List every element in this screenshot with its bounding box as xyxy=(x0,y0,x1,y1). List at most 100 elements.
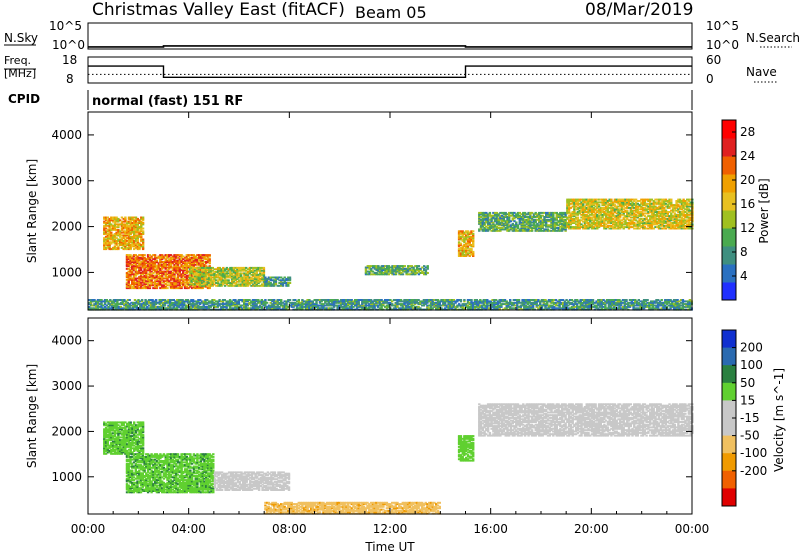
power-cell xyxy=(175,269,178,272)
power-cell xyxy=(196,259,199,262)
power-cell xyxy=(141,259,144,262)
power-cell xyxy=(139,254,143,257)
power-cell xyxy=(223,279,227,282)
power-cell xyxy=(364,272,368,274)
power-cell xyxy=(206,279,209,282)
power-cell xyxy=(502,225,506,228)
power-cell xyxy=(486,218,490,221)
power-cell xyxy=(173,266,176,269)
power-cell xyxy=(143,269,146,272)
power-cell xyxy=(393,270,396,273)
power-cell xyxy=(511,228,514,231)
power-cell xyxy=(103,228,106,231)
power-cell xyxy=(426,267,429,270)
power-cell xyxy=(529,211,532,214)
power-cell xyxy=(175,265,178,268)
power-cell xyxy=(400,273,403,276)
power-cell xyxy=(169,259,173,262)
power-cell xyxy=(161,284,164,287)
power-cell xyxy=(273,280,276,283)
power-cell xyxy=(108,242,111,245)
power-cell xyxy=(243,273,246,276)
power-cell xyxy=(213,277,216,280)
power-cell xyxy=(171,284,174,287)
power-cell xyxy=(386,272,389,274)
power-cell xyxy=(171,258,174,261)
power-cell xyxy=(138,256,141,259)
power-cell xyxy=(161,276,164,279)
power-cell xyxy=(131,278,134,281)
power-cell xyxy=(140,235,143,238)
power-cell xyxy=(527,211,530,214)
power-cell xyxy=(185,285,188,288)
power-cell xyxy=(136,227,139,230)
power-cell xyxy=(466,239,470,242)
power-cell xyxy=(129,235,132,238)
power-cell xyxy=(194,277,197,280)
power-cell xyxy=(499,224,502,227)
power-cell xyxy=(234,277,237,280)
power-cell xyxy=(522,221,525,224)
power-cell xyxy=(141,277,144,280)
power-cell xyxy=(257,282,260,284)
power-cell xyxy=(143,285,146,288)
power-cell xyxy=(136,277,139,280)
power-cell xyxy=(150,267,153,270)
power-cell xyxy=(208,261,211,263)
power-cell xyxy=(485,217,488,220)
power-cell xyxy=(159,272,162,274)
power-cell xyxy=(488,221,492,224)
power-cell xyxy=(122,227,125,230)
power-cell xyxy=(132,287,136,290)
power-cell xyxy=(129,276,132,279)
power-cell xyxy=(145,266,148,269)
power-cell xyxy=(508,221,511,224)
power-cell xyxy=(148,258,152,261)
power-cell xyxy=(129,231,132,234)
power-cell xyxy=(187,283,190,285)
power-cell xyxy=(178,281,181,284)
power-cell xyxy=(280,276,283,279)
power-cell xyxy=(515,224,518,227)
power-cell xyxy=(426,272,429,274)
power-cell xyxy=(371,273,375,276)
power-cell xyxy=(492,224,495,227)
power-cell xyxy=(125,273,129,276)
power-cell xyxy=(127,231,131,234)
power-cell xyxy=(117,248,120,251)
power-cell xyxy=(412,272,415,274)
power-cell xyxy=(190,276,193,279)
power-cell xyxy=(403,267,406,270)
power-cell xyxy=(173,274,176,277)
power-cell xyxy=(108,234,111,237)
power-cell xyxy=(199,276,202,279)
power-cell xyxy=(216,276,220,279)
power-cell xyxy=(183,269,187,272)
power-cell xyxy=(468,248,471,251)
power-cell xyxy=(259,275,262,278)
power-cell xyxy=(134,230,138,233)
power-cell xyxy=(133,242,136,245)
power-cell xyxy=(164,285,167,288)
power-cell xyxy=(145,274,148,277)
power-cell xyxy=(229,266,232,269)
power-cell xyxy=(143,266,146,269)
power-cell xyxy=(373,266,376,269)
power-cell xyxy=(530,229,534,232)
power-cell xyxy=(106,235,109,238)
power-cell xyxy=(245,276,248,279)
power-cell xyxy=(222,266,225,269)
power-cell xyxy=(164,287,167,290)
power-cell xyxy=(113,246,117,249)
power-cell xyxy=(171,274,174,277)
power-cell xyxy=(223,282,227,284)
power-cell xyxy=(530,227,534,229)
power-cell xyxy=(143,265,146,268)
power-cell xyxy=(169,274,173,277)
power-cell xyxy=(472,233,475,235)
power-cell xyxy=(183,272,187,274)
power-cell xyxy=(208,268,211,271)
power-cell xyxy=(278,282,281,284)
power-cell xyxy=(138,259,141,262)
power-cell xyxy=(389,266,392,269)
